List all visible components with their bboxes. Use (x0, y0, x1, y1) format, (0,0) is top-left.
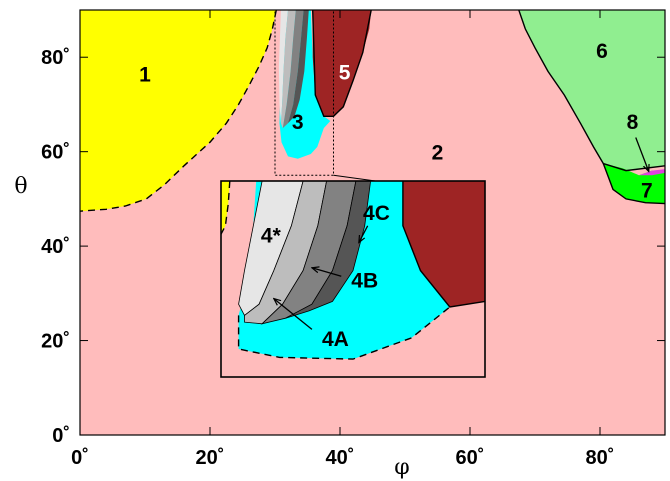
inset-dashed-boundary-2 (221, 181, 231, 235)
inset-label-4a: 4A (322, 328, 349, 351)
main-regions (80, 10, 665, 212)
region-4b (282, 10, 304, 129)
region-6 (518, 10, 665, 171)
y-tick-label: 80˚ (41, 46, 70, 69)
inset-region-4c (285, 181, 372, 319)
y-tick-label: 60˚ (41, 141, 70, 164)
solid-boundary-3 (312, 10, 372, 118)
inset-solid-boundary-1 (402, 181, 485, 308)
inset-arrow-1 (359, 225, 369, 243)
inset-label-4c: 4C (363, 202, 390, 225)
y-tick-label: 20˚ (41, 330, 70, 353)
region-4c (288, 10, 309, 124)
dashed-boundary-1 (80, 10, 277, 212)
inset-region-1 (221, 181, 230, 235)
x-tick-label: 40˚ (326, 446, 355, 469)
inset-label-4star: 4* (261, 225, 282, 248)
inset-frame (220, 180, 486, 378)
inset-arrow-3 (274, 299, 313, 330)
region-label-3: 3 (292, 111, 304, 134)
region-label-8: 8 (627, 111, 639, 134)
y-axis: 0˚ 20˚ 40˚ 60˚ 80˚ (41, 46, 665, 447)
region-5 (312, 10, 372, 117)
inset-dashed-boundary-1 (237, 306, 451, 360)
inset-region-5 (402, 181, 485, 307)
y-tick-label: 0˚ (52, 424, 70, 447)
region-8 (639, 169, 665, 176)
inset-zoom: 4* 4C 4B 4A (220, 180, 486, 378)
inset-regions (221, 181, 485, 360)
region-1 (80, 10, 277, 212)
x-tick-label: 80˚ (586, 446, 615, 469)
region-label-2: 2 (432, 142, 444, 165)
x-axis-title: φ (394, 455, 409, 480)
y-axis-title: θ (14, 174, 27, 199)
inset-boundaries (221, 181, 485, 360)
region-label-1: 1 (139, 64, 151, 87)
x-tick-label: 20˚ (196, 446, 225, 469)
region-label-7: 7 (641, 179, 653, 202)
region-4star (278, 10, 288, 124)
solid-boundary-1 (518, 10, 665, 172)
x-tick-label: 0˚ (71, 446, 89, 469)
y-tick-label: 40˚ (41, 235, 70, 258)
inset-label-4b: 4B (351, 269, 378, 292)
x-tick-label: 60˚ (456, 446, 485, 469)
region-label-6: 6 (596, 40, 608, 63)
plot-frame (79, 9, 666, 436)
arrow-8 (635, 137, 649, 172)
region-4a (280, 10, 296, 129)
region-boundaries (80, 10, 665, 212)
region-labels: 1 6 7 8 3 5 2 (139, 40, 652, 202)
inset-labels: 4* 4C 4B 4A (261, 202, 390, 351)
annotation-arrows (274, 137, 649, 330)
region-label-5: 5 (339, 61, 351, 84)
x-axis: 0˚ 20˚ 40˚ 60˚ 80˚ (71, 10, 614, 469)
inset-arrow-2 (312, 268, 342, 277)
zoom-connector-line (333, 174, 376, 182)
solid-boundary-2 (602, 163, 665, 205)
